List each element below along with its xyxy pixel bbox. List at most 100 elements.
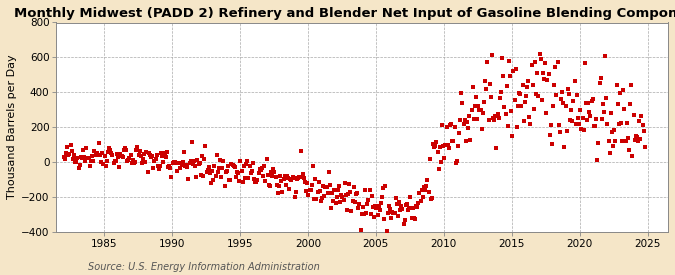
Point bbox=[579, 61, 590, 65]
Point bbox=[597, 102, 608, 106]
Point bbox=[203, 164, 214, 169]
Point bbox=[118, 147, 129, 152]
Point bbox=[207, 169, 217, 173]
Point bbox=[92, 153, 103, 157]
Point bbox=[236, 169, 247, 173]
Point bbox=[624, 101, 635, 106]
Point bbox=[253, 170, 264, 175]
Point bbox=[71, 160, 82, 164]
Point bbox=[300, 180, 310, 184]
Point bbox=[333, 184, 344, 188]
Point bbox=[210, 174, 221, 178]
Point bbox=[530, 60, 541, 64]
Point bbox=[251, 180, 262, 184]
Point bbox=[347, 199, 358, 204]
Point bbox=[423, 190, 434, 195]
Point bbox=[572, 93, 583, 97]
Point bbox=[438, 144, 449, 148]
Point bbox=[512, 104, 523, 108]
Point bbox=[414, 191, 425, 195]
Point bbox=[632, 139, 643, 143]
Point bbox=[78, 148, 88, 153]
Point bbox=[614, 91, 625, 96]
Point bbox=[140, 160, 151, 164]
Point bbox=[89, 149, 100, 153]
Point bbox=[271, 183, 282, 188]
Point bbox=[346, 208, 357, 213]
Point bbox=[157, 154, 167, 158]
Point bbox=[191, 174, 202, 179]
Point bbox=[293, 176, 304, 180]
Point bbox=[609, 128, 620, 133]
Point bbox=[518, 119, 529, 123]
Point bbox=[345, 190, 356, 194]
Point bbox=[298, 172, 308, 176]
Point bbox=[163, 165, 173, 169]
Point bbox=[130, 160, 140, 164]
Point bbox=[475, 108, 486, 112]
Point bbox=[526, 62, 537, 67]
Point bbox=[507, 134, 518, 139]
Point bbox=[128, 158, 138, 162]
Point bbox=[76, 155, 86, 159]
Point bbox=[533, 94, 544, 98]
Point bbox=[509, 97, 520, 102]
Point bbox=[537, 98, 547, 102]
Point bbox=[552, 59, 563, 64]
Point bbox=[73, 166, 84, 170]
Point bbox=[580, 101, 591, 106]
Point bbox=[577, 115, 588, 120]
Point bbox=[158, 160, 169, 164]
Point bbox=[80, 159, 90, 163]
Point bbox=[442, 143, 453, 147]
Point bbox=[168, 160, 179, 164]
Point bbox=[356, 211, 367, 216]
Point bbox=[440, 143, 451, 147]
Point bbox=[178, 160, 188, 164]
Point bbox=[534, 52, 545, 56]
Point bbox=[373, 204, 384, 208]
Point bbox=[144, 153, 155, 158]
Point bbox=[315, 189, 325, 193]
Point bbox=[153, 167, 164, 172]
Point bbox=[637, 122, 648, 127]
Point bbox=[182, 164, 192, 169]
Point bbox=[65, 143, 76, 147]
Point bbox=[364, 188, 375, 192]
Point bbox=[545, 123, 556, 127]
Point bbox=[151, 153, 162, 157]
Point bbox=[171, 160, 182, 165]
Point bbox=[270, 175, 281, 180]
Point bbox=[582, 118, 593, 122]
Point bbox=[240, 175, 250, 180]
Point bbox=[333, 188, 344, 192]
Point bbox=[148, 166, 159, 170]
Point bbox=[116, 154, 127, 158]
Point bbox=[602, 122, 613, 127]
Point bbox=[322, 191, 333, 195]
Point bbox=[81, 145, 92, 150]
Point bbox=[517, 83, 528, 87]
Point bbox=[483, 118, 494, 123]
Point bbox=[132, 145, 143, 149]
Point bbox=[522, 84, 533, 89]
Point bbox=[593, 141, 604, 145]
Point bbox=[305, 188, 316, 193]
Point bbox=[142, 170, 153, 175]
Point bbox=[429, 144, 439, 149]
Point bbox=[196, 173, 207, 177]
Point bbox=[455, 117, 466, 122]
Point bbox=[298, 175, 309, 180]
Point bbox=[502, 84, 512, 88]
Point bbox=[59, 155, 70, 160]
Point bbox=[276, 179, 287, 183]
Point bbox=[126, 153, 136, 158]
Point bbox=[604, 150, 615, 155]
Point bbox=[422, 177, 433, 182]
Point bbox=[90, 153, 101, 157]
Point bbox=[121, 148, 132, 152]
Point bbox=[301, 189, 312, 193]
Point bbox=[99, 154, 110, 158]
Point bbox=[554, 130, 565, 134]
Point bbox=[62, 145, 73, 149]
